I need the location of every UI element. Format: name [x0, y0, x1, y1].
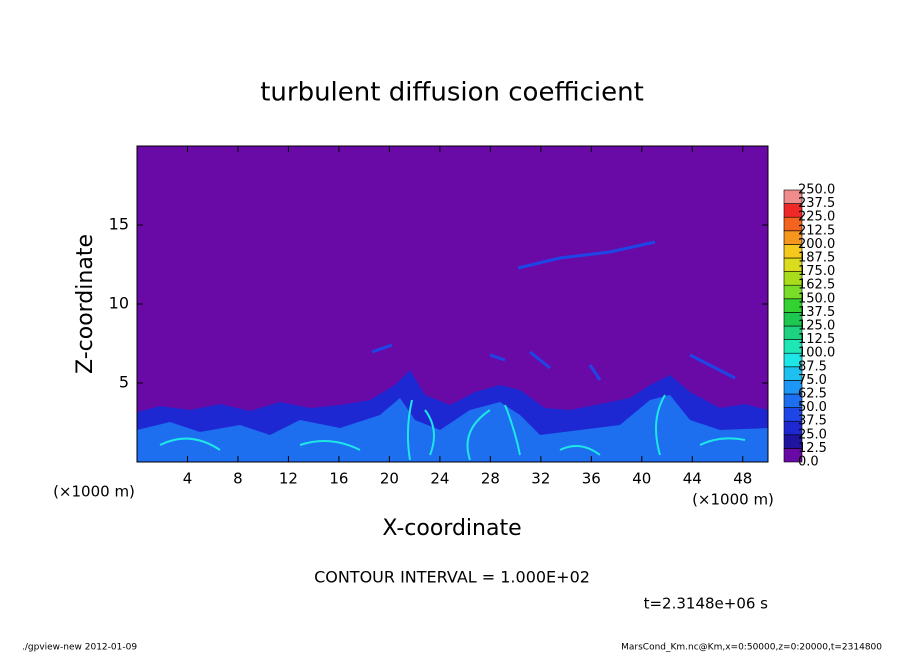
x-unit-label: (×1000 m): [53, 483, 135, 501]
x-tick-label: 8: [233, 470, 243, 488]
x-tick-label: 12: [279, 470, 298, 488]
field-sketch: [159, 394, 746, 461]
colorbar-label: 162.5: [798, 278, 835, 293]
field-sketch: [371, 240, 736, 381]
colorbar-label: 75.0: [798, 373, 827, 388]
x-tick-label: 32: [531, 470, 550, 488]
y-tick-label: 15: [109, 215, 129, 234]
colorbar-label: 175.0: [798, 264, 835, 279]
footer-left: ./gpview-new 2012-01-09: [22, 643, 137, 653]
colorbar: 0.012.525.037.550.062.575.087.5100.0112.…: [783, 183, 835, 470]
colorbar-label: 37.5: [798, 414, 827, 429]
colorbar-label: 225.0: [798, 210, 835, 225]
colorbar-label: 12.5: [798, 441, 827, 456]
x-tick-label: 28: [481, 470, 500, 488]
colorbar-bin: [783, 189, 803, 204]
field-sketch: [137, 240, 768, 462]
colorbar-label: 87.5: [798, 359, 827, 374]
x-tick-label: 16: [329, 470, 348, 488]
colorbar-label: 187.5: [798, 251, 835, 266]
x-tick-label: 48: [733, 470, 752, 488]
x-tick-label: 24: [430, 470, 449, 488]
colorbar-label: 150.0: [798, 291, 835, 306]
colorbar-label: 250.0: [798, 183, 835, 198]
colorbar-label: 112.5: [798, 332, 835, 347]
colorbar-label: 237.5: [798, 196, 835, 211]
chart-title: turbulent diffusion coefficient: [260, 78, 644, 108]
colorbar-label: 50.0: [798, 400, 827, 415]
x-tick-label: 40: [632, 470, 651, 488]
colorbar-label: 25.0: [798, 427, 827, 442]
x-tick-label: 36: [582, 470, 601, 488]
contour-interval: CONTOUR INTERVAL = 1.000E+02: [314, 568, 590, 587]
x-unit-label: (×1000 m): [692, 491, 774, 509]
colorbar-label: 200.0: [798, 237, 835, 252]
x-tick-label: 4: [183, 470, 193, 488]
y-tick-label: 10: [109, 294, 129, 313]
field-sketch: [137, 395, 768, 462]
colorbar-label: 0.0: [798, 455, 819, 470]
colorbar-label: 62.5: [798, 387, 827, 402]
colorbar-label: 212.5: [798, 223, 835, 238]
colorbar-label: 100.0: [798, 346, 835, 361]
x-axis-label: X-coordinate: [382, 516, 521, 541]
time-label: t=2.3148e+06 s: [644, 595, 769, 613]
footer-right: MarsCond_Km.nc@Km,x=0:50000,z=0:20000,t=…: [621, 643, 882, 653]
x-tick-label: 20: [380, 470, 399, 488]
y-tick-label: 5: [119, 373, 129, 392]
y-axis-label: Z-coordinate: [73, 234, 98, 374]
x-tick-label: 44: [683, 470, 702, 488]
colorbar-label: 137.5: [798, 305, 835, 320]
colorbar-label: 125.0: [798, 319, 835, 334]
